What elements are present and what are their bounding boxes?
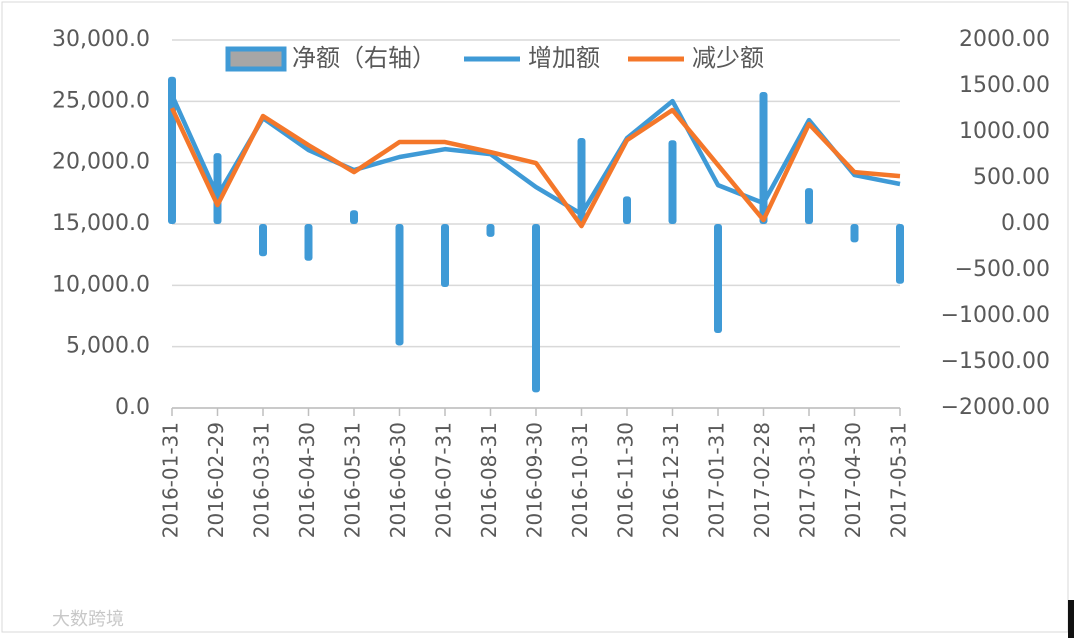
x-tick-label: 2016-06-30 <box>386 422 410 538</box>
x-tick-label: 2017-01-31 <box>705 422 729 538</box>
x-tick-label: 2016-01-31 <box>159 422 183 538</box>
bar <box>805 188 813 224</box>
x-tick-label: 2016-05-31 <box>341 422 365 538</box>
x-tick-label: 2017-04-30 <box>841 422 865 538</box>
x-tick-label: 2017-05-31 <box>887 422 911 538</box>
y-tick-label: 15,000.0 <box>52 211 150 236</box>
x-tick-label: 2016-10-31 <box>568 422 592 538</box>
y-tick-label: 5,000.0 <box>66 334 150 359</box>
x-tick-label: 2016-11-30 <box>614 422 638 538</box>
x-tick-label: 2016-09-30 <box>523 422 547 538</box>
y2-tick-label: −500.00 <box>955 257 1050 282</box>
x-tick-label: 2017-03-31 <box>796 422 820 538</box>
bar <box>213 153 222 224</box>
bar <box>850 224 859 243</box>
bar <box>259 224 267 257</box>
bar <box>714 224 722 334</box>
bar <box>759 91 768 224</box>
y2-tick-label: 1000.00 <box>959 119 1050 144</box>
y2-tick-label: −1000.00 <box>941 303 1050 328</box>
edge-mark <box>1068 600 1074 638</box>
y2-tick-label: 0.00 <box>1001 211 1050 236</box>
bar <box>668 140 677 224</box>
x-tick-label: 2016-03-31 <box>250 422 274 538</box>
y2-tick-label: 1500.00 <box>959 73 1050 98</box>
bar <box>486 224 495 237</box>
y-tick-label: 25,000.0 <box>52 88 150 113</box>
y-tick-label: 20,000.0 <box>52 150 150 175</box>
bar <box>350 210 358 224</box>
x-tick-label: 2016-12-31 <box>659 422 683 538</box>
y2-tick-label: −2000.00 <box>941 395 1050 420</box>
bar <box>395 224 404 346</box>
bar <box>304 224 313 261</box>
legend-label: 净额（右轴） <box>292 44 436 72</box>
watermark: 大数跨境 <box>52 609 124 630</box>
x-tick-label: 2016-02-29 <box>204 422 228 538</box>
chart-frame <box>1 1 1069 633</box>
legend-swatch <box>225 46 287 72</box>
bar <box>623 196 631 224</box>
line <box>169 94 901 217</box>
y2-tick-label: 2000.00 <box>959 27 1050 52</box>
bar <box>441 224 449 288</box>
bar <box>532 224 540 393</box>
y2-tick-label: 500.00 <box>973 165 1050 190</box>
x-tick-label: 2016-08-31 <box>477 422 501 538</box>
bar <box>577 137 586 224</box>
y-tick-label: 10,000.0 <box>52 272 150 297</box>
legend-label: 减少额 <box>692 44 764 72</box>
x-tick-label: 2016-04-30 <box>295 422 319 538</box>
y-tick-label: 30,000.0 <box>52 27 150 52</box>
y2-tick-label: −1500.00 <box>941 349 1050 374</box>
y-tick-label: 0.0 <box>115 395 150 420</box>
x-tick-label: 2017-02-28 <box>750 422 774 538</box>
x-tick-label: 2016-07-31 <box>432 422 456 538</box>
legend-label: 增加额 <box>528 44 600 72</box>
line <box>169 107 901 229</box>
bar <box>896 224 904 284</box>
